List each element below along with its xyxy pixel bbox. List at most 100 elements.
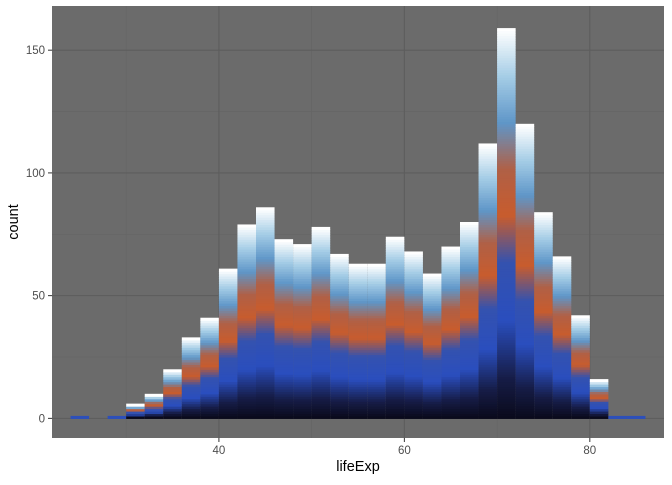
bar-segment <box>256 276 275 280</box>
bar-segment <box>218 398 238 402</box>
bar-segment <box>200 386 219 390</box>
bar-segment <box>534 305 553 309</box>
bar-segment <box>478 185 498 189</box>
bar-segment <box>571 357 590 361</box>
bar-segment <box>478 199 498 203</box>
bar-segment <box>311 366 331 370</box>
bar-segment <box>256 207 275 211</box>
bar-segment <box>497 77 516 81</box>
bar-segment <box>144 415 164 419</box>
bar-segment <box>200 366 219 370</box>
bar-segment <box>460 278 479 282</box>
bar-segment <box>163 401 182 405</box>
bar-segment <box>385 408 405 412</box>
bar-segment <box>293 354 312 358</box>
bar-segment <box>385 307 405 311</box>
bar-segment <box>515 251 535 255</box>
bar-segment <box>515 330 535 334</box>
bar-segment <box>385 325 405 329</box>
bar-segment <box>218 411 238 415</box>
bar-segment <box>534 261 553 265</box>
bar-segment <box>441 406 460 410</box>
bar-segment <box>441 349 460 353</box>
bar-segment <box>571 325 590 329</box>
bar-segment <box>404 258 423 262</box>
bar-segment <box>478 180 498 184</box>
bar-segment <box>348 307 368 311</box>
bar-segment <box>515 236 535 240</box>
bar-segment <box>237 307 256 311</box>
bar-segment <box>497 123 516 127</box>
bar-segment <box>571 332 590 336</box>
bar-segment <box>534 317 553 321</box>
bar-segment <box>218 280 238 284</box>
bar-segment <box>441 317 460 321</box>
bar-segment <box>460 398 479 402</box>
bar-segment <box>311 369 331 373</box>
bar-segment <box>330 406 349 410</box>
bar-segment <box>404 317 423 321</box>
bar-segment <box>404 334 423 338</box>
bar-segment <box>497 187 516 191</box>
bar-segment <box>497 180 516 184</box>
bar-segment <box>348 349 368 353</box>
bar-segment <box>311 263 331 267</box>
bar-segment <box>330 352 349 356</box>
bar-segment <box>163 386 182 390</box>
bar-segment <box>348 393 368 397</box>
bar-segment <box>460 413 479 417</box>
bar-segment <box>515 128 535 132</box>
bar-segment <box>311 268 331 272</box>
bar-segment <box>441 411 460 415</box>
bar-segment <box>497 246 516 250</box>
bar-segment <box>348 347 368 351</box>
bar-segment <box>200 344 219 348</box>
bar-segment <box>497 185 516 189</box>
bar-segment <box>218 303 238 307</box>
bar-segment <box>441 300 460 304</box>
bar-segment <box>237 310 256 314</box>
bar-segment <box>404 273 423 277</box>
bar-segment <box>515 342 535 346</box>
bar-segment <box>534 330 553 334</box>
bar-segment <box>256 403 275 407</box>
bar-segment <box>348 276 368 280</box>
bar-segment <box>330 276 349 280</box>
bar-segment <box>256 285 275 289</box>
bar-segment <box>330 285 349 289</box>
bar-segment <box>478 236 498 240</box>
bar-segment <box>256 379 275 383</box>
bar-segment <box>330 344 349 348</box>
bar-segment <box>293 317 312 321</box>
bar-segment <box>478 168 498 172</box>
bar-segment <box>237 361 256 365</box>
bar-segment <box>200 357 219 361</box>
bar-segment <box>552 398 572 402</box>
bar-segment <box>571 344 590 348</box>
bar-segment <box>274 325 294 329</box>
bar-segment <box>515 199 535 203</box>
bar-segment <box>311 413 331 417</box>
bar-segment <box>311 408 331 412</box>
bar-segment <box>367 312 386 316</box>
bar-segment <box>478 359 498 363</box>
bar-segment <box>441 290 460 294</box>
bar-segment <box>218 369 238 373</box>
bar-segment <box>367 379 386 383</box>
bar-segment <box>422 280 442 284</box>
bar-segment <box>293 386 312 390</box>
bar-segment <box>497 406 516 410</box>
bar-segment <box>460 391 479 395</box>
bar-segment <box>497 217 516 221</box>
bar-segment <box>330 288 349 292</box>
bar-segment <box>367 310 386 314</box>
bar-segment <box>404 251 423 255</box>
bar-segment <box>237 381 256 385</box>
bar-segment <box>385 280 405 284</box>
bar-segment <box>497 298 516 302</box>
bar-segment <box>348 406 368 410</box>
bar-segment <box>330 376 349 380</box>
bar-segment <box>311 280 331 284</box>
bar-segment <box>571 384 590 388</box>
bar-segment <box>478 332 498 336</box>
